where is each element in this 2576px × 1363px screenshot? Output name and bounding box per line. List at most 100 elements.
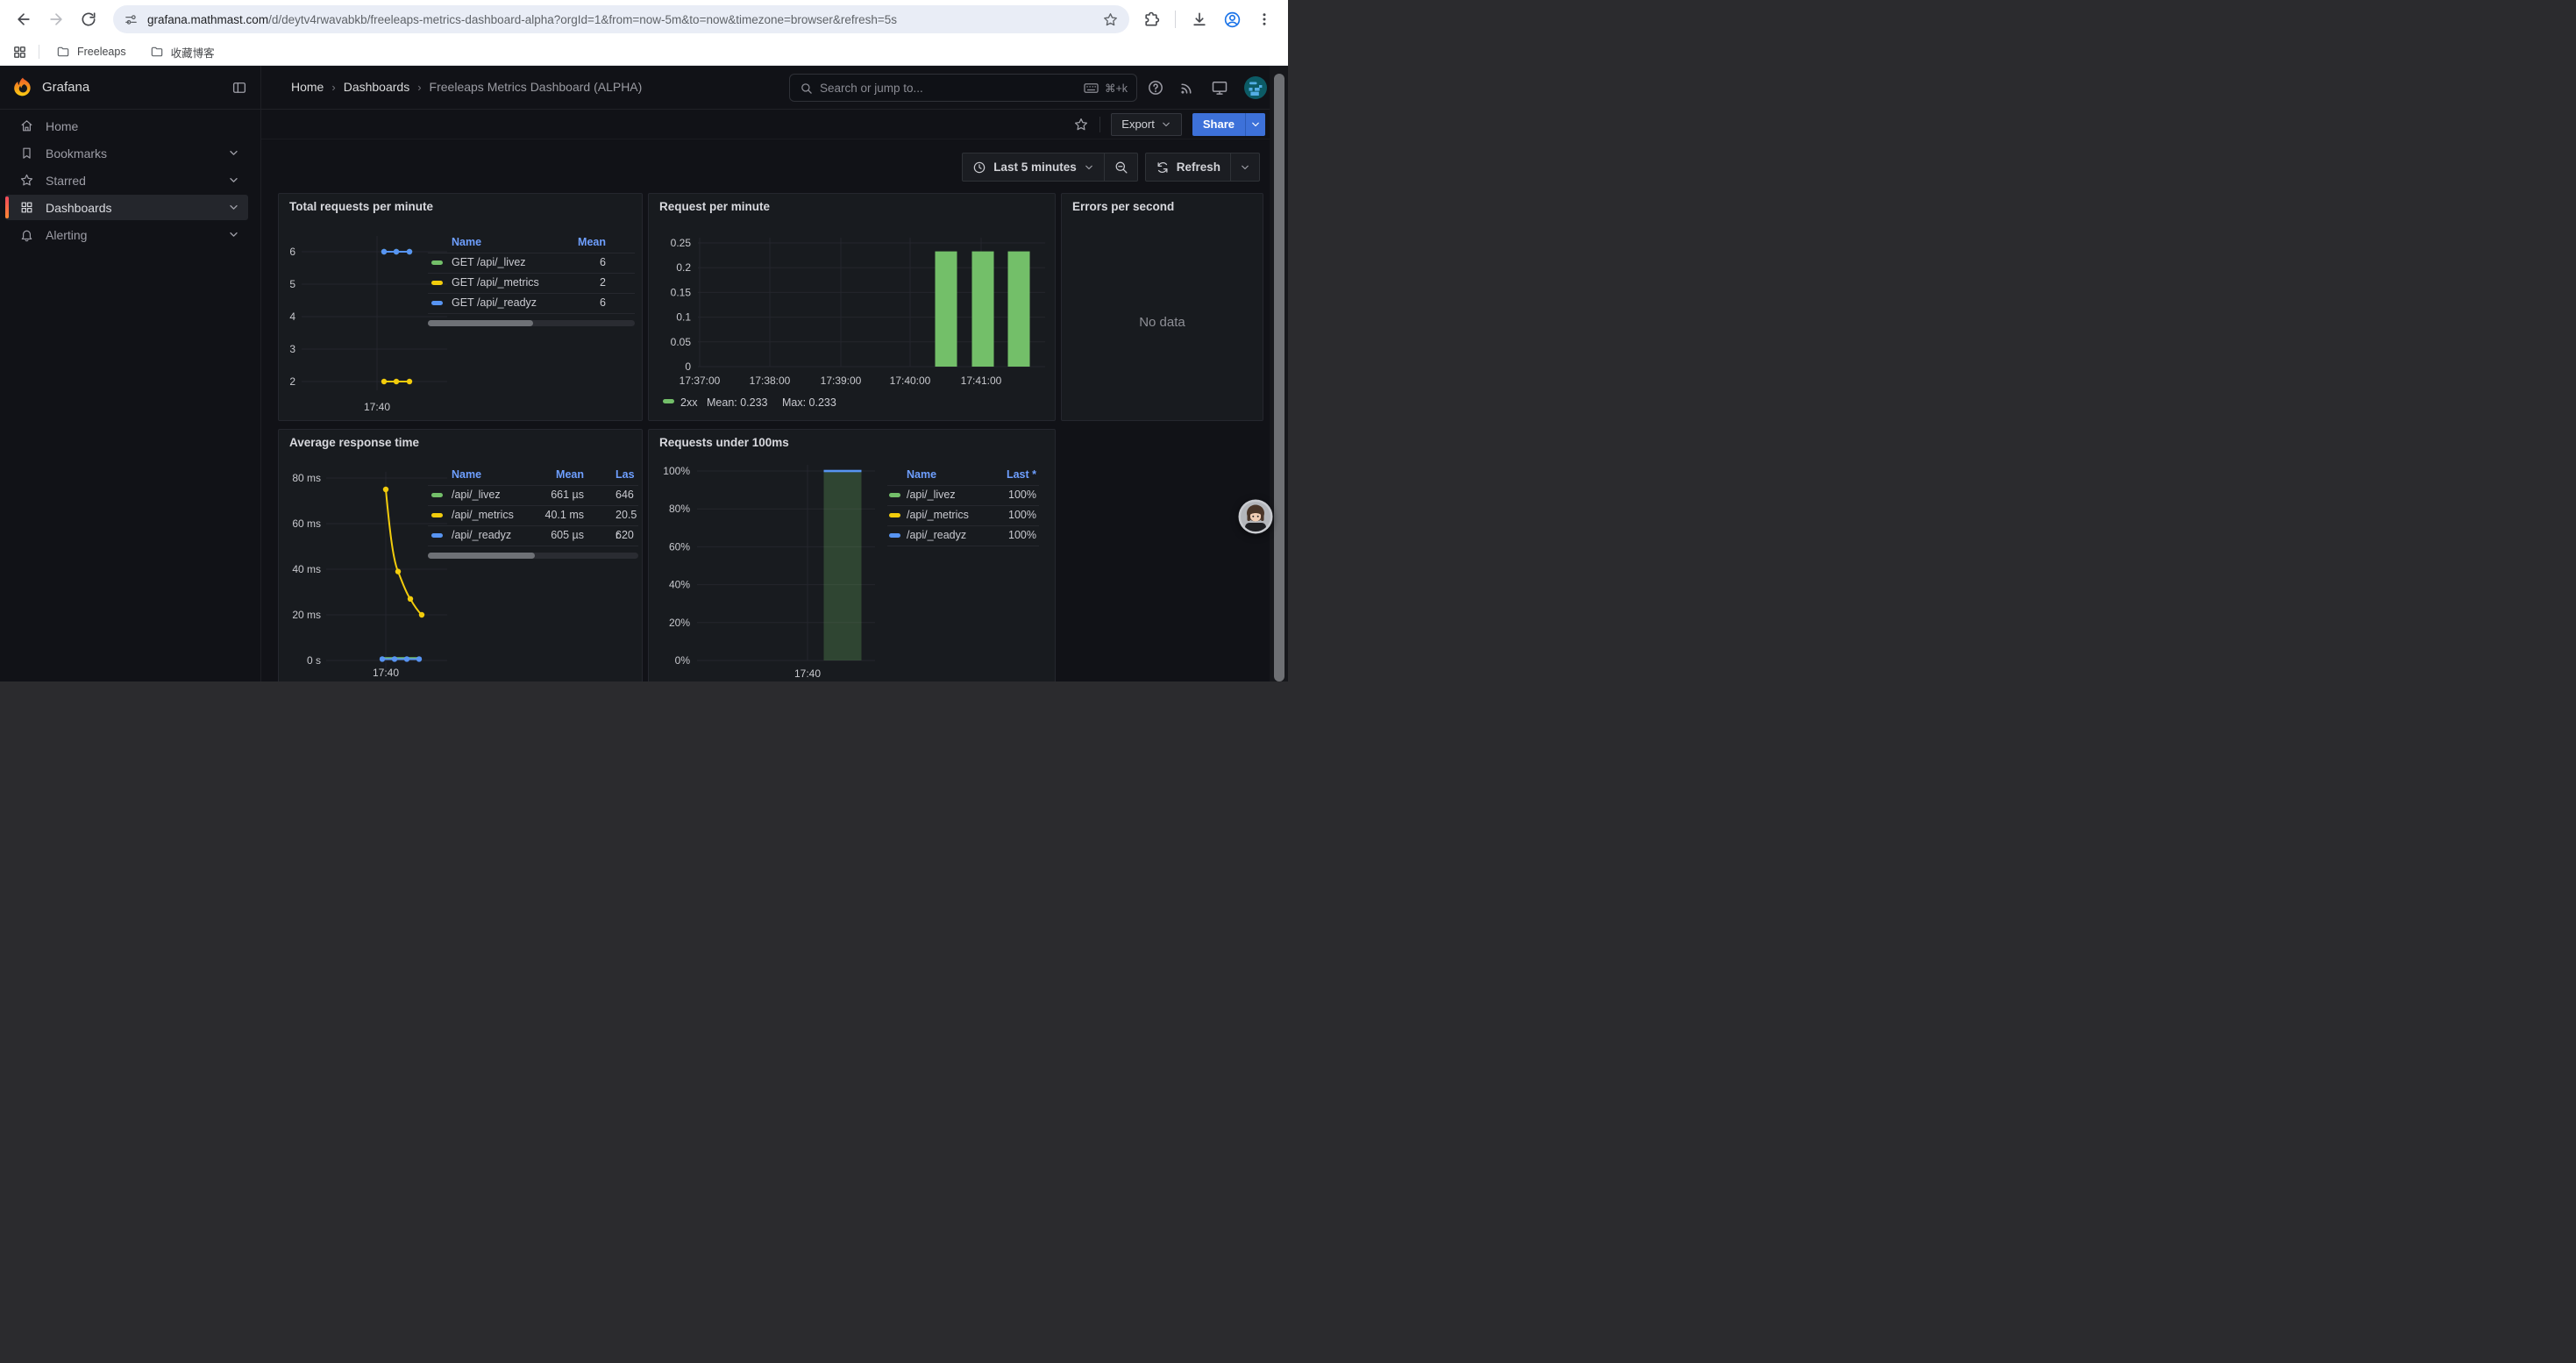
site-settings-icon[interactable] [124, 12, 139, 27]
breadcrumb-item[interactable]: Home [291, 80, 324, 94]
series-stat: 40.1 ms [428, 505, 584, 525]
bookmark-label: Freeleaps [77, 46, 126, 58]
help-icon[interactable] [1147, 79, 1164, 96]
page-scrollbar-thumb[interactable] [1274, 74, 1284, 682]
svg-text:Max: 0.233: Max: 0.233 [782, 396, 836, 409]
brand-name[interactable]: Grafana [42, 80, 89, 95]
svg-text:0.25: 0.25 [671, 237, 692, 249]
sidebar-item-home[interactable]: Home [5, 113, 248, 139]
zoom-out-button[interactable] [1105, 153, 1137, 181]
sidebar-item-starred[interactable]: Starred [5, 168, 248, 193]
address-bar[interactable]: grafana.mathmast.com/d/deytv4rwavabkb/fr… [113, 5, 1129, 33]
favorite-star-icon[interactable] [1073, 117, 1089, 132]
home-icon [19, 118, 34, 133]
forward-icon[interactable] [47, 11, 65, 28]
time-range-label: Last 5 minutes [993, 161, 1077, 174]
active-indicator [5, 196, 9, 218]
legend-row: /api/_metrics 40.1 ms 20.5 r [428, 505, 638, 525]
sidebar-item-label: Alerting [46, 228, 87, 242]
search-input[interactable]: Search or jump to... ⌘+k [789, 74, 1137, 102]
panel-title[interactable]: Average response time [289, 436, 419, 449]
bookmarks-bar: Freeleaps 收藏博客 [0, 39, 1288, 66]
series-stat: 2 [428, 273, 606, 293]
refresh-label: Refresh [1177, 161, 1220, 174]
svg-text:0.05: 0.05 [671, 336, 692, 348]
search-placeholder: Search or jump to... [820, 82, 1083, 95]
screen: grafana.mathmast.com/d/deytv4rwavabkb/fr… [0, 0, 1288, 682]
downloads-icon[interactable] [1191, 11, 1208, 28]
share-button[interactable]: Share [1192, 113, 1265, 136]
svg-text:5: 5 [289, 278, 295, 290]
legend-scrollbar[interactable] [428, 553, 638, 559]
sidebar-item-label: Bookmarks [46, 146, 107, 161]
chart-requests-under-100ms: 100%80%60%40%20%0%17:40 Name Last * /api… [649, 430, 1056, 682]
user-avatar[interactable] [1244, 76, 1267, 99]
bookmark-folder[interactable]: Freeleaps [56, 45, 126, 59]
mega-menu: Home Bookmarks Starred Dashboards Alerti… [0, 110, 260, 682]
url-path: /d/deytv4rwavabkb/freeleaps-metrics-dash… [268, 13, 897, 26]
svg-text:17:40: 17:40 [794, 667, 821, 680]
chevron-down-icon[interactable] [228, 147, 239, 159]
share-dropdown[interactable] [1245, 113, 1265, 136]
chevron-down-icon[interactable] [228, 202, 239, 213]
bookmark-page-star-icon[interactable] [1102, 11, 1119, 28]
breadcrumb-item: Freeleaps Metrics Dashboard (ALPHA) [430, 80, 643, 94]
svg-text:0.1: 0.1 [676, 311, 691, 324]
share-label[interactable]: Share [1192, 113, 1245, 136]
chevron-down-icon [1250, 119, 1261, 130]
refresh-button[interactable]: Refresh [1146, 153, 1230, 181]
legend-row: /api/_readyz 100% [887, 525, 1039, 546]
news-rss-icon[interactable] [1178, 79, 1196, 96]
series-stat: 646 [616, 485, 634, 505]
refresh-interval-dropdown[interactable] [1231, 153, 1259, 181]
svg-text:20%: 20% [669, 617, 690, 629]
bell-icon [19, 227, 34, 242]
panel-title[interactable]: Requests under 100ms [659, 436, 789, 449]
svg-text:6: 6 [289, 246, 295, 258]
assistant-avatar[interactable] [1238, 499, 1273, 534]
export-button[interactable]: Export [1111, 113, 1182, 136]
panel-title[interactable]: Total requests per minute [289, 200, 433, 213]
breadcrumb-item[interactable]: Dashboards [344, 80, 410, 94]
panel-title[interactable]: Request per minute [659, 200, 770, 213]
legend-row: /api/_livez 661 µs 646 [428, 485, 638, 505]
sidebar-item-label: Starred [46, 174, 86, 188]
svg-text:Mean: 0.233: Mean: 0.233 [707, 396, 768, 409]
legend-header: Name Mean Las [428, 465, 638, 485]
chart-total-requests: 6543217:40 Name Mean GET /api/_livez 6 G… [279, 194, 643, 421]
extensions-puzzle-icon[interactable] [1142, 11, 1160, 28]
svg-text:100%: 100% [663, 465, 690, 477]
browser-menu-kebab-icon[interactable] [1256, 11, 1272, 27]
svg-text:80%: 80% [669, 503, 690, 515]
refresh-group: Refresh [1145, 153, 1260, 182]
profile-icon[interactable] [1223, 11, 1242, 29]
zoom-out-icon [1114, 160, 1128, 175]
back-icon[interactable] [15, 11, 32, 28]
refresh-icon [1156, 161, 1170, 175]
series-stat: 605 µs [428, 525, 584, 546]
series-stat: 100% [887, 525, 1036, 546]
sidebar-item-dashboards[interactable]: Dashboards [5, 195, 248, 220]
svg-text:17:40: 17:40 [364, 401, 390, 413]
chevron-down-icon [1240, 162, 1250, 173]
collapse-sidebar-icon[interactable] [231, 80, 247, 96]
grafana-logo-icon[interactable] [11, 76, 34, 99]
search-shortcut: ⌘+k [1105, 82, 1128, 95]
bookmark-folder[interactable]: 收藏博客 [150, 44, 215, 61]
sidebar-item-bookmarks[interactable]: Bookmarks [5, 140, 248, 166]
svg-text:17:39:00: 17:39:00 [821, 375, 862, 387]
apps-grid-icon[interactable] [12, 45, 27, 60]
time-range-picker[interactable]: Last 5 minutes [963, 153, 1104, 181]
kiosk-monitor-icon[interactable] [1211, 79, 1228, 96]
chart-request-per-minute: 0.250.20.150.10.05017:37:0017:38:0017:39… [649, 194, 1056, 421]
chevron-down-icon[interactable] [228, 175, 239, 186]
no-data-message: No data [1062, 315, 1263, 330]
legend-scrollbar[interactable] [428, 320, 635, 326]
reload-icon[interactable] [80, 11, 97, 28]
chevron-down-icon [1084, 162, 1094, 173]
chevron-down-icon[interactable] [228, 229, 239, 240]
sidebar-item-alerting[interactable]: Alerting [5, 222, 248, 247]
panel-title[interactable]: Errors per second [1072, 200, 1174, 213]
browser-toolbar: grafana.mathmast.com/d/deytv4rwavabkb/fr… [0, 0, 1288, 39]
time-picker-group: Last 5 minutes [962, 153, 1138, 182]
